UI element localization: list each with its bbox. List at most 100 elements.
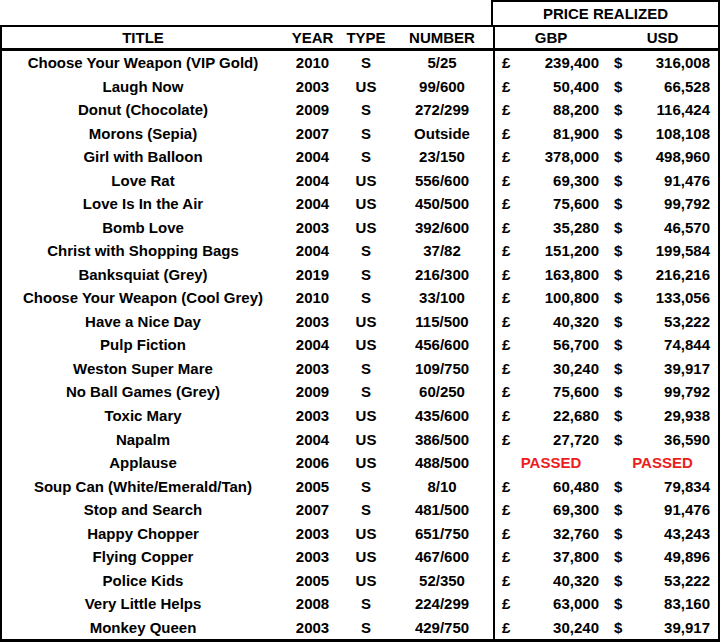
cell-type: S <box>341 357 391 381</box>
cell-type: S <box>341 122 391 146</box>
cell-type: S <box>341 615 391 639</box>
cell-title: Police Kids <box>2 568 284 592</box>
cell-number: 52/350 <box>391 568 493 592</box>
table-row: No Ball Games (Grey) 2009 S 60/250 £ 75,… <box>2 380 718 404</box>
cell-usd: $ 91,476 <box>607 169 718 193</box>
cell-type: US <box>341 404 391 428</box>
table-row: Pulp Fiction 2004 US 456/600 £ 56,700 $ … <box>2 333 718 357</box>
gbp-currency-symbol: £ <box>502 619 510 636</box>
cell-year: 2003 <box>284 75 341 99</box>
usd-value: 74,844 <box>664 336 710 353</box>
cell-title: Applause <box>2 451 284 475</box>
gbp-currency-symbol: £ <box>502 148 510 165</box>
cell-title: Bomb Love <box>2 216 284 240</box>
cell-number: 33/100 <box>391 286 493 310</box>
usd-value: 199,584 <box>656 242 710 259</box>
cell-type: US <box>341 568 391 592</box>
cell-gbp: £ 75,600 <box>493 192 607 216</box>
gbp-value: 40,320 <box>553 572 599 589</box>
table-body: Choose Your Weapon (VIP Gold) 2010 S 5/2… <box>2 51 718 639</box>
gbp-value: 37,800 <box>553 548 599 565</box>
column-header-gbp: GBP <box>493 27 607 48</box>
cell-type: US <box>341 192 391 216</box>
usd-currency-symbol: $ <box>614 407 622 424</box>
table-row: Banksquiat (Grey) 2019 S 216/300 £ 163,8… <box>2 263 718 287</box>
usd-currency-symbol: $ <box>614 360 622 377</box>
usd-currency-symbol: $ <box>614 313 622 330</box>
cell-number: 8/10 <box>391 474 493 498</box>
usd-value: 99,792 <box>664 383 710 400</box>
gbp-currency-symbol: £ <box>502 242 510 259</box>
cell-number: 115/500 <box>391 310 493 334</box>
cell-type: S <box>341 380 391 404</box>
cell-year: 2004 <box>284 192 341 216</box>
cell-title: Laugh Now <box>2 75 284 99</box>
gbp-currency-symbol: £ <box>502 313 510 330</box>
cell-type: S <box>341 286 391 310</box>
cell-type: S <box>341 51 391 75</box>
cell-usd: PASSED <box>607 451 718 475</box>
gbp-currency-symbol: £ <box>502 289 510 306</box>
usd-value: 108,108 <box>656 125 710 142</box>
gbp-value: 32,760 <box>553 525 599 542</box>
cell-gbp: £ 22,680 <box>493 404 607 428</box>
cell-number: 450/500 <box>391 192 493 216</box>
usd-value: 53,222 <box>664 572 710 589</box>
usd-currency-symbol: $ <box>614 172 622 189</box>
usd-currency-symbol: $ <box>614 478 622 495</box>
gbp-value: 151,200 <box>545 242 599 259</box>
cell-title: Stop and Search <box>2 498 284 522</box>
cell-gbp: £ 32,760 <box>493 521 607 545</box>
gbp-currency-symbol: £ <box>502 101 510 118</box>
gbp-currency-symbol: £ <box>502 360 510 377</box>
table-row: Toxic Mary 2003 US 435/600 £ 22,680 $ 29… <box>2 404 718 428</box>
cell-usd: $ 53,222 <box>607 568 718 592</box>
cell-usd: $ 39,917 <box>607 615 718 639</box>
cell-usd: $ 74,844 <box>607 333 718 357</box>
gbp-value: 30,240 <box>553 360 599 377</box>
cell-type: US <box>341 521 391 545</box>
cell-usd: $ 53,222 <box>607 310 718 334</box>
gbp-value: 22,680 <box>553 407 599 424</box>
usd-value: 39,917 <box>664 360 710 377</box>
cell-title: Pulp Fiction <box>2 333 284 357</box>
gbp-currency-symbol: £ <box>502 383 510 400</box>
cell-number: 60/250 <box>391 380 493 404</box>
usd-value: 91,476 <box>664 501 710 518</box>
cell-title: Happy Chopper <box>2 521 284 545</box>
cell-number: 456/600 <box>391 333 493 357</box>
cell-gbp: £ 37,800 <box>493 545 607 569</box>
cell-gbp: £ 35,280 <box>493 216 607 240</box>
gbp-currency-symbol: £ <box>502 525 510 542</box>
gbp-currency-symbol: £ <box>502 195 510 212</box>
usd-value: 39,917 <box>664 619 710 636</box>
table-row: Morons (Sepia) 2007 S Outside £ 81,900 $… <box>2 122 718 146</box>
cell-gbp: £ 88,200 <box>493 98 607 122</box>
cell-number: 467/600 <box>391 545 493 569</box>
cell-number: 224/299 <box>391 592 493 616</box>
cell-usd: $ 216,216 <box>607 263 718 287</box>
gbp-currency-symbol: £ <box>502 501 510 518</box>
cell-year: 2006 <box>284 451 341 475</box>
cell-year: 2003 <box>284 310 341 334</box>
cell-gbp: PASSED <box>493 451 607 475</box>
usd-currency-symbol: $ <box>614 266 622 283</box>
cell-year: 2009 <box>284 380 341 404</box>
cell-number: 435/600 <box>391 404 493 428</box>
cell-title: Donut (Chocolate) <box>2 98 284 122</box>
usd-currency-symbol: $ <box>614 431 622 448</box>
cell-gbp: £ 27,720 <box>493 427 607 451</box>
cell-number: 109/750 <box>391 357 493 381</box>
cell-title: Choose Your Weapon (VIP Gold) <box>2 51 284 75</box>
price-realized-header: PRICE REALIZED <box>491 0 720 25</box>
usd-value: 316,008 <box>656 54 710 71</box>
gbp-value: 81,900 <box>553 125 599 142</box>
cell-number: 556/600 <box>391 169 493 193</box>
cell-number: 37/82 <box>391 239 493 263</box>
cell-title: Choose Your Weapon (Cool Grey) <box>2 286 284 310</box>
gbp-currency-symbol: £ <box>502 219 510 236</box>
cell-year: 2019 <box>284 263 341 287</box>
gbp-currency-symbol: £ <box>502 54 510 71</box>
cell-gbp: £ 100,800 <box>493 286 607 310</box>
cell-gbp: £ 75,600 <box>493 380 607 404</box>
